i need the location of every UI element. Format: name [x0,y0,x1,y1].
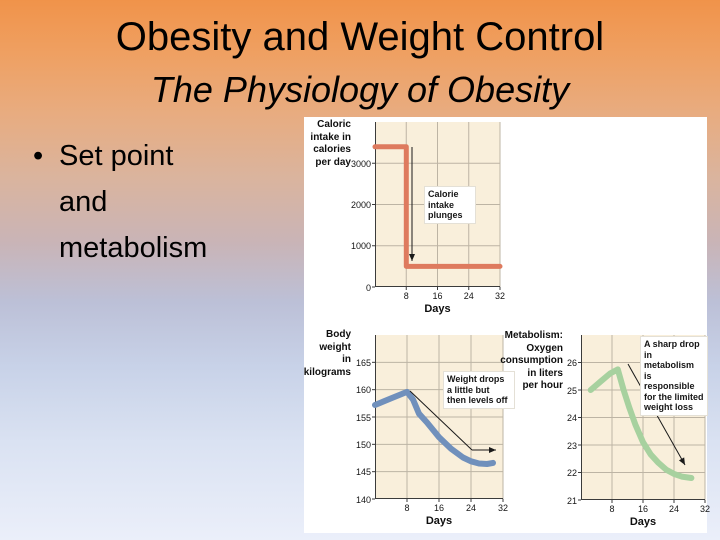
y-tick-label: 1000 [350,241,371,252]
y-tick-label: 160 [355,385,371,396]
y-axis-label-metabolism: Metabolism: Oxygen consumption in liters… [500,330,563,391]
bullet-item: • Set point and metabolism [33,133,211,271]
x-tick-label: 32 [497,503,509,513]
annotation-arrow [409,390,473,451]
x-tick-label: 24 [465,503,477,513]
y-tick-label: 145 [355,467,371,478]
x-axis-title: Days [425,515,453,527]
x-axis-title: Days [424,303,451,315]
y-tick-label: 25 [566,385,577,396]
x-tick-label: 24 [668,504,680,514]
y-tick-label: 21 [566,495,577,506]
chart-plot-body-weight [372,335,504,502]
chart-plot-caloric-intake [372,122,503,290]
series-line-body-weight [372,388,496,467]
y-tick-label: 0 [365,282,371,293]
x-tick-label: 32 [699,504,711,514]
annotation-arrow [472,447,496,453]
figure-panel: Caloric intake in calories per day 0 1000 2… [303,117,711,533]
y-tick-label: 23 [566,440,577,451]
y-tick-label: 155 [355,412,371,423]
y-tick-label: 2000 [350,200,371,210]
y-axis-label-caloric-intake: Caloric intake in calories per day [310,119,351,168]
y-axis-label-body-weight: Body weight in kilograms [303,329,351,378]
x-axis-title: Days [629,516,657,528]
slide-subtitle: The Physiology of Obesity [150,69,570,110]
y-tick-label: 140 [355,494,371,505]
slide-title: Obesity and Weight Control [115,15,605,59]
x-tick-label: 8 [609,504,615,514]
series-line-oxygen-consumption [587,366,695,481]
series-line-caloric-intake [372,144,503,269]
y-tick-label: 22 [566,468,577,478]
bullet-marker: • [33,140,44,172]
y-tick-label: 26 [566,358,577,368]
x-tick-label: 32 [494,291,506,301]
y-tick-label: 165 [355,357,371,368]
annotation-box-metabolism: A sharp drop in metabolism is responsibl… [640,336,708,416]
y-tick-label: 150 [355,439,371,450]
y-tick-label: 3000 [350,158,371,169]
annotation-box-body-weight: Weight drops a little but then levels of… [443,371,515,409]
annotation-box-caloric-intake: Calorie intake plunges [424,186,476,224]
y-tick-label: 24 [566,413,577,423]
x-tick-label: 8 [404,503,410,513]
x-tick-label: 16 [432,291,443,301]
x-tick-label: 16 [433,503,445,513]
annotation-arrow [409,147,415,261]
x-tick-label: 24 [463,291,474,301]
bullet-text: Set point and metabolism [59,140,208,264]
x-tick-label: 16 [637,504,649,514]
x-tick-label: 8 [403,291,409,301]
